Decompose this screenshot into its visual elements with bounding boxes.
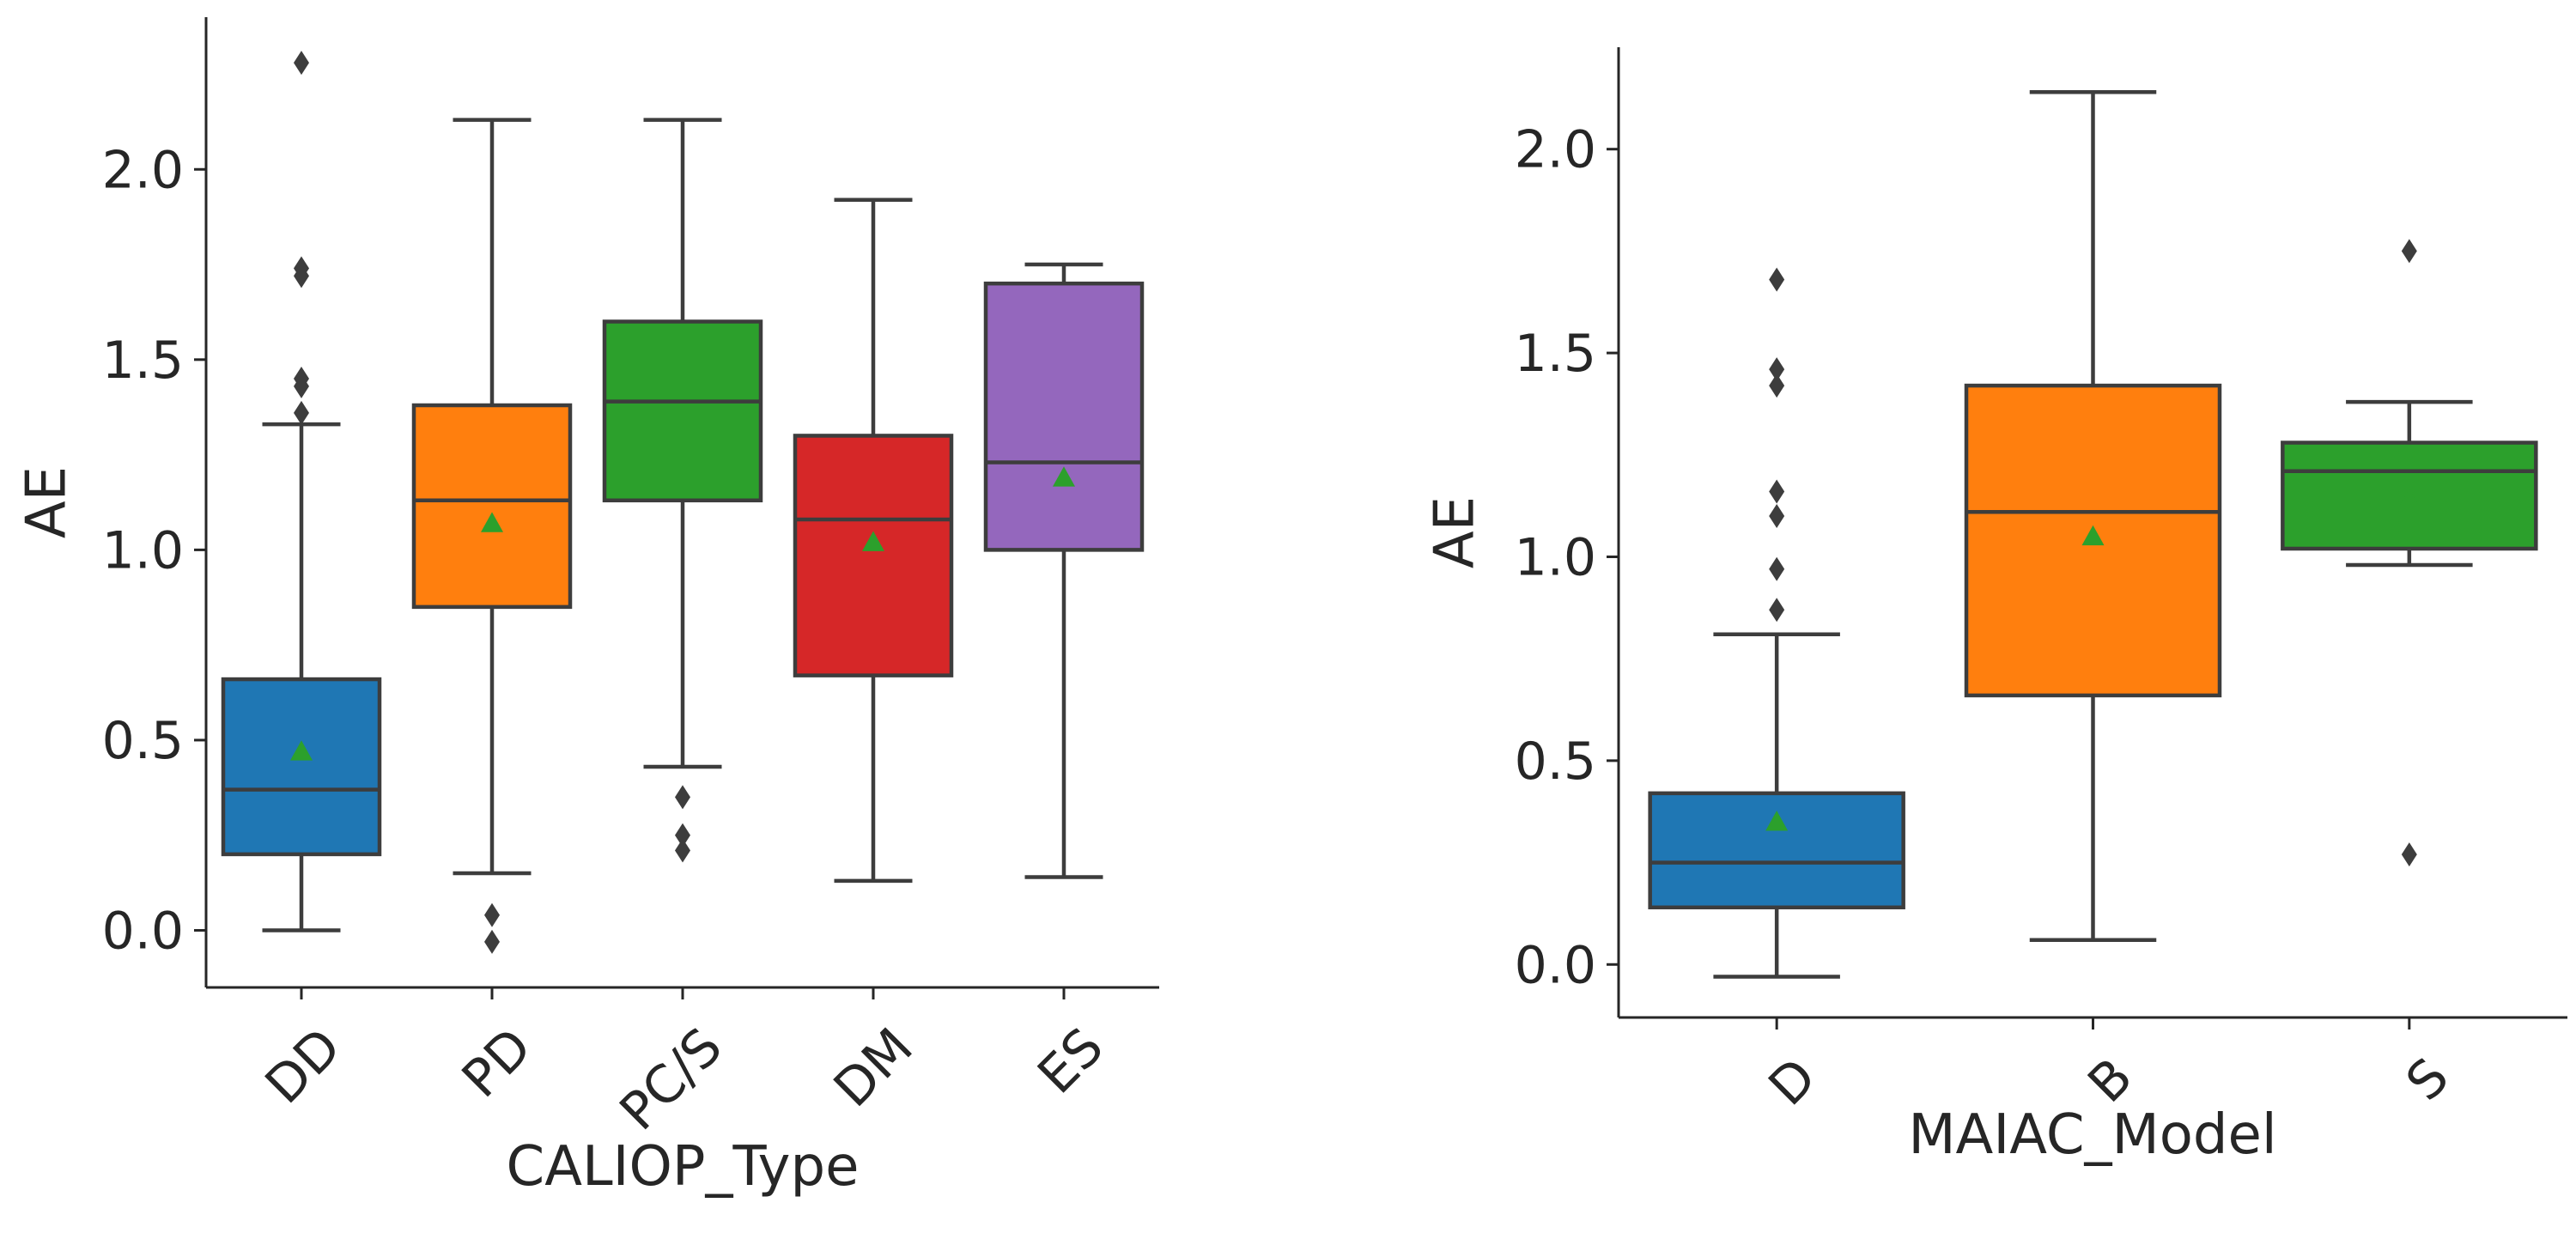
chart-caliop-type: 0.0 0.5 1.0 1.5 2.0 AE CALIOP_Type DD PD PC/S DM ES [15,17,1159,1199]
box-dm [793,197,954,884]
iqr-box [221,677,382,857]
mean-marker [2397,489,2421,509]
mean-marker [862,531,884,551]
outlier-point [675,785,690,810]
y-tick-label: 2.0 [1515,120,1596,180]
outlier-point [2401,842,2417,867]
mean-marker [1765,811,1789,831]
x-tick-label: ES [1026,1017,1115,1105]
iqr-box [411,403,573,610]
y-axis-title: AE [15,466,79,538]
iqr-box [793,434,954,677]
x-tick-label: PC/S [609,1017,734,1142]
x-tick-label: DD [254,1017,353,1115]
mean-marker [481,512,503,532]
y-tick-label: 0.0 [1515,935,1596,995]
box-pc-s [602,118,763,863]
iqr-box [983,281,1145,552]
y-tick-label: 1.0 [102,520,184,580]
outlier-point [1769,357,1785,382]
iqr-box [1648,791,1905,910]
outlier-point [294,400,309,425]
box-pd [411,118,573,954]
outlier-point [1769,598,1785,623]
x-axis-title: MAIAC_Model [1908,1103,2276,1167]
box-es [983,262,1145,879]
outlier-point [484,902,500,927]
outlier-point [1769,556,1785,581]
x-tick-label: D [1758,1047,1828,1117]
x-tick-label: DM [823,1017,925,1119]
outlier-point [294,51,309,76]
outlier-point [484,929,500,954]
x-tick-label: S [2395,1047,2460,1112]
y-tick-label: 1.5 [1515,324,1596,384]
y-tick-label: 0.5 [1515,732,1596,792]
y-tick-label: 1.0 [1515,527,1596,587]
mean-marker [290,740,313,761]
outlier-point [675,823,690,847]
y-tick-label: 0.0 [102,902,184,962]
outlier-point [1769,479,1785,504]
y-tick-label: 2.0 [102,140,184,200]
mean-marker [2081,525,2105,546]
iqr-box [602,319,763,503]
mean-marker [671,424,694,445]
box-s [2281,239,2538,867]
outlier-point [1769,504,1785,529]
outlier-point [294,366,309,391]
outlier-point [1769,267,1785,292]
x-axis-title: CALIOP_Type [507,1135,860,1199]
outlier-point [1769,374,1785,398]
y-axis-title: AE [1424,496,1487,568]
x-tick-label: PD [451,1017,544,1109]
outlier-point [294,256,309,281]
box-b [1964,89,2222,943]
box-d [1648,267,1905,979]
y-tick-label: 1.5 [102,331,184,391]
outlier-point [2401,239,2417,264]
box-dd [221,51,382,932]
y-tick-label: 0.5 [102,711,184,771]
mean-marker [1053,466,1075,487]
outlier-point [675,838,690,863]
